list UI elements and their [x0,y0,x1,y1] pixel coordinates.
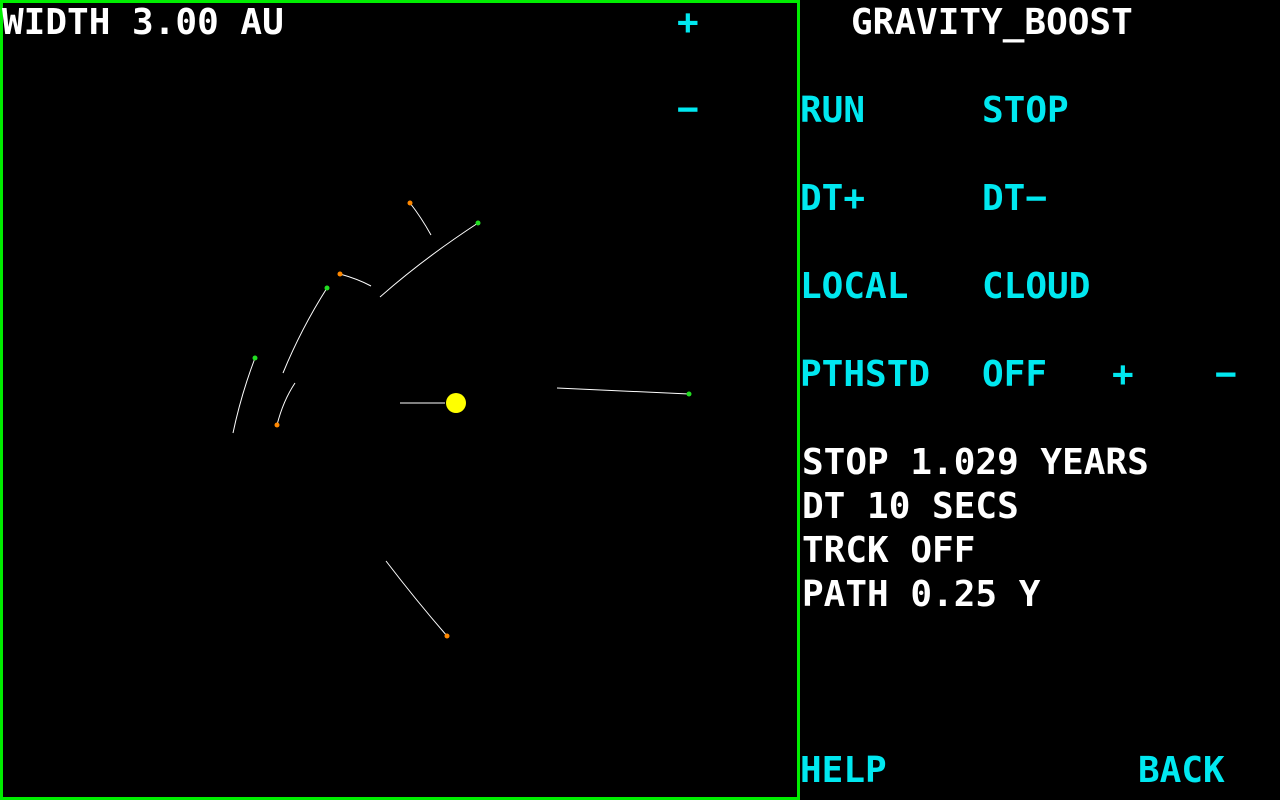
body-orange [274,422,280,428]
pthstd-plus-button[interactable]: + [1112,354,1134,395]
simulation-viewport[interactable] [0,0,800,800]
cloud-button[interactable]: CLOUD [982,266,1091,307]
trail-5 [232,357,256,434]
back-button[interactable]: BACK [1138,750,1225,791]
stop-button[interactable]: STOP [982,90,1069,131]
sun [446,393,466,413]
run-button[interactable]: RUN [800,90,866,131]
app-title: GRAVITY_BOOST [851,2,1133,43]
body-green [475,220,481,226]
trail-3 [339,273,372,287]
local-button[interactable]: LOCAL [800,266,909,307]
body-orange [337,271,343,277]
trail-2 [379,222,479,298]
trail-6 [276,382,296,426]
dt-minus-button[interactable]: DT− [982,178,1048,219]
pthstd-minus-button[interactable]: − [1215,354,1237,395]
zoom-in-button[interactable]: + [677,2,699,43]
width-label: WIDTH 3.00 AU [2,2,284,43]
orbit-canvas [232,200,692,639]
body-green [324,285,330,291]
zoom-out-button[interactable]: − [677,89,699,130]
status-path: PATH 0.25 Y [802,574,1041,615]
body-green [686,391,692,397]
pthstd-value: OFF [982,354,1048,395]
help-button[interactable]: HELP [800,750,887,791]
dt-plus-button[interactable]: DT+ [800,178,866,219]
body-orange [407,200,413,206]
status-stop: STOP 1.029 YEARS [802,442,1149,483]
status-trck: TRCK OFF [802,530,976,571]
status-dt: DT 10 SECS [802,486,1019,527]
trail-4 [282,287,328,374]
trail-1 [409,202,432,236]
trail-8 [556,387,690,395]
trail-9 [385,560,448,637]
body-orange [444,633,450,639]
pthstd-button[interactable]: PTHSTD [800,354,931,395]
body-green [252,355,258,361]
